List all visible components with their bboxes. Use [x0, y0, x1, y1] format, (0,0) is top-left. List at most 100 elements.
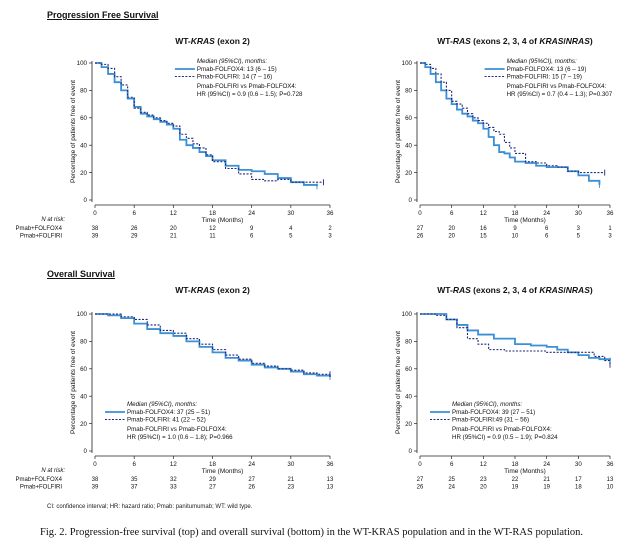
y-tick-label: 40: [405, 393, 412, 400]
risk-value: 25: [448, 477, 455, 483]
km-curve-folfox4: [420, 313, 611, 361]
km-curve-folfiri: [420, 313, 611, 365]
chart-title: WT-KRAS (exon 2): [175, 36, 250, 46]
x-tick-label: 24: [248, 210, 255, 217]
risk-table: N at risk: Pmab+FOLFOX4 38 35 32 29 27 21 13 Pmab…: [15, 468, 334, 491]
footnote: CI: confidence interval; HR: hazard rati…: [47, 504, 253, 510]
x-tick-label: 0: [93, 461, 97, 468]
risk-value: 38: [92, 477, 99, 483]
y-axis-label: Percentage of patients free of event: [70, 331, 77, 434]
y-tick-label: 0: [84, 448, 88, 455]
y-tick-label: 80: [405, 88, 412, 95]
risk-value: 6: [545, 226, 549, 232]
y-tick-label: 60: [405, 366, 412, 373]
risk-value: 18: [575, 485, 582, 491]
x-axis-label: Time (Months): [504, 468, 546, 475]
chart-legend: Median (95%CI), months:Pmab-FOLFOX4: 37 …: [105, 401, 233, 441]
pfs-section-title: Progression Free Survival: [47, 10, 159, 20]
risk-table: 27 25 23 22 21 17 13 26 24 20 19 19 18 10: [417, 477, 614, 491]
y-tick-label: 40: [405, 142, 412, 149]
risk-value: 9: [250, 226, 254, 232]
y-axis-label: Percentage of patients free of event: [395, 80, 402, 183]
x-tick-label: 6: [450, 210, 454, 217]
x-tick-label: 36: [327, 461, 334, 468]
hr-value: HR (95%CI) = 0.9 (0.6 – 1.5); P=0.728: [197, 91, 303, 98]
risk-value: 26: [417, 234, 424, 240]
risk-value: 21: [287, 477, 294, 483]
legend-entry: Pmab-FOLFOX4: 39 (27 – 51): [452, 409, 535, 416]
hr-comparison: Pmab-FOLFIRI vs Pmab-FOLFOX4:: [197, 83, 297, 90]
risk-row-label: Pmab+FOLFIRI: [20, 485, 63, 491]
y-tick-label: 0: [409, 448, 413, 455]
risk-value: 10: [512, 234, 519, 240]
risk-table: 27 20 16 9 6 3 1 26 20 15 10 6 5 3: [417, 226, 613, 240]
chart-legend: Median (95%CI), months:Pmab-FOLFOX4: 13 …: [174, 58, 303, 98]
risk-value: 6: [545, 234, 549, 240]
chart-title: WT-RAS (exons 2, 3, 4 of KRAS/NRAS): [437, 285, 593, 295]
risk-value: 3: [608, 234, 612, 240]
hr-comparison: Pmab-FOLFIRI vs Pmab-FOLFOX4:: [452, 426, 552, 433]
y-tick-label: 60: [405, 115, 412, 122]
x-tick-label: 18: [512, 210, 519, 217]
x-tick-label: 12: [170, 210, 177, 217]
y-tick-label: 100: [77, 311, 88, 318]
risk-value: 17: [575, 477, 582, 483]
risk-value: 3: [577, 226, 581, 232]
risk-value: 32: [170, 477, 177, 483]
risk-value: 3: [328, 234, 332, 240]
chart-title: WT-RAS (exons 2, 3, 4 of KRAS/NRAS): [437, 36, 593, 46]
risk-value: 2: [328, 226, 332, 232]
legend-header: Median (95%CI), months:: [127, 401, 197, 408]
risk-value: 29: [209, 477, 216, 483]
risk-value: 20: [480, 485, 487, 491]
chart-panel-3: WT-KRAS (exon 2) 0 20 40 60 80 100 0 6 12 18 24 30 36…: [15, 285, 334, 491]
x-tick-label: 0: [418, 210, 422, 217]
risk-value: 15: [480, 234, 487, 240]
risk-value: 5: [577, 234, 581, 240]
x-tick-label: 12: [480, 210, 487, 217]
y-tick-label: 20: [80, 421, 87, 428]
legend-entry: Pmab-FOLFOX4: 13 (6 – 15): [197, 66, 277, 73]
x-tick-label: 30: [287, 461, 294, 468]
risk-value: 1: [608, 226, 612, 232]
x-tick-label: 6: [132, 461, 136, 468]
risk-value: 6: [250, 234, 254, 240]
risk-value: 37: [131, 485, 138, 491]
x-tick-label: 12: [170, 461, 177, 468]
y-tick-label: 40: [80, 142, 87, 149]
legend-header: Median (95%CI), months:: [452, 401, 522, 408]
risk-value: 5: [289, 234, 293, 240]
risk-value: 19: [543, 485, 550, 491]
risk-value: 39: [92, 485, 99, 491]
risk-table: N at risk: Pmab+FOLFOX4 38 26 20 12 9 4 2 Pmab+FO…: [15, 217, 332, 240]
x-tick-label: 30: [575, 210, 582, 217]
y-tick-label: 80: [405, 339, 412, 346]
legend-entry: Pmab-FOLFOX4: 37 (25 – 51): [127, 409, 210, 416]
x-tick-label: 24: [543, 210, 550, 217]
figure-caption: Fig. 2. Progression-free survival (top) …: [40, 527, 584, 538]
legend-header: Median (95%CI), months:: [507, 58, 577, 65]
hr-value: HR (95%CI) = 1.0 (0.6 – 1.8); P=0.966: [127, 434, 233, 441]
y-tick-label: 80: [80, 88, 87, 95]
legend-entry: Pmab-FOLFIRI: 14 (7 – 16): [197, 74, 272, 81]
x-axis-label: Time (Months): [202, 468, 244, 475]
risk-value: 33: [170, 485, 177, 491]
risk-value: 23: [287, 485, 294, 491]
risk-value: 13: [607, 477, 614, 483]
risk-value: 26: [248, 485, 255, 491]
y-tick-label: 60: [80, 115, 87, 122]
risk-value: 4: [289, 226, 293, 232]
risk-value: 23: [480, 477, 487, 483]
risk-value: 39: [92, 234, 99, 240]
risk-value: 13: [327, 477, 334, 483]
chart-panel-2: WT-RAS (exons 2, 3, 4 of KRAS/NRAS) 0 20 40…: [395, 36, 614, 240]
x-tick-label: 6: [450, 461, 454, 468]
chart-title: WT-KRAS (exon 2): [175, 285, 250, 295]
legend-header: Median (95%CI), months:: [197, 58, 267, 65]
x-tick-label: 6: [132, 210, 136, 217]
y-tick-label: 100: [77, 60, 88, 67]
risk-value: 22: [512, 477, 519, 483]
x-tick-label: 0: [93, 210, 97, 217]
hr-value: HR (95%CI) = 0.9 (0.5 – 1.9); P=0.824: [452, 434, 558, 441]
